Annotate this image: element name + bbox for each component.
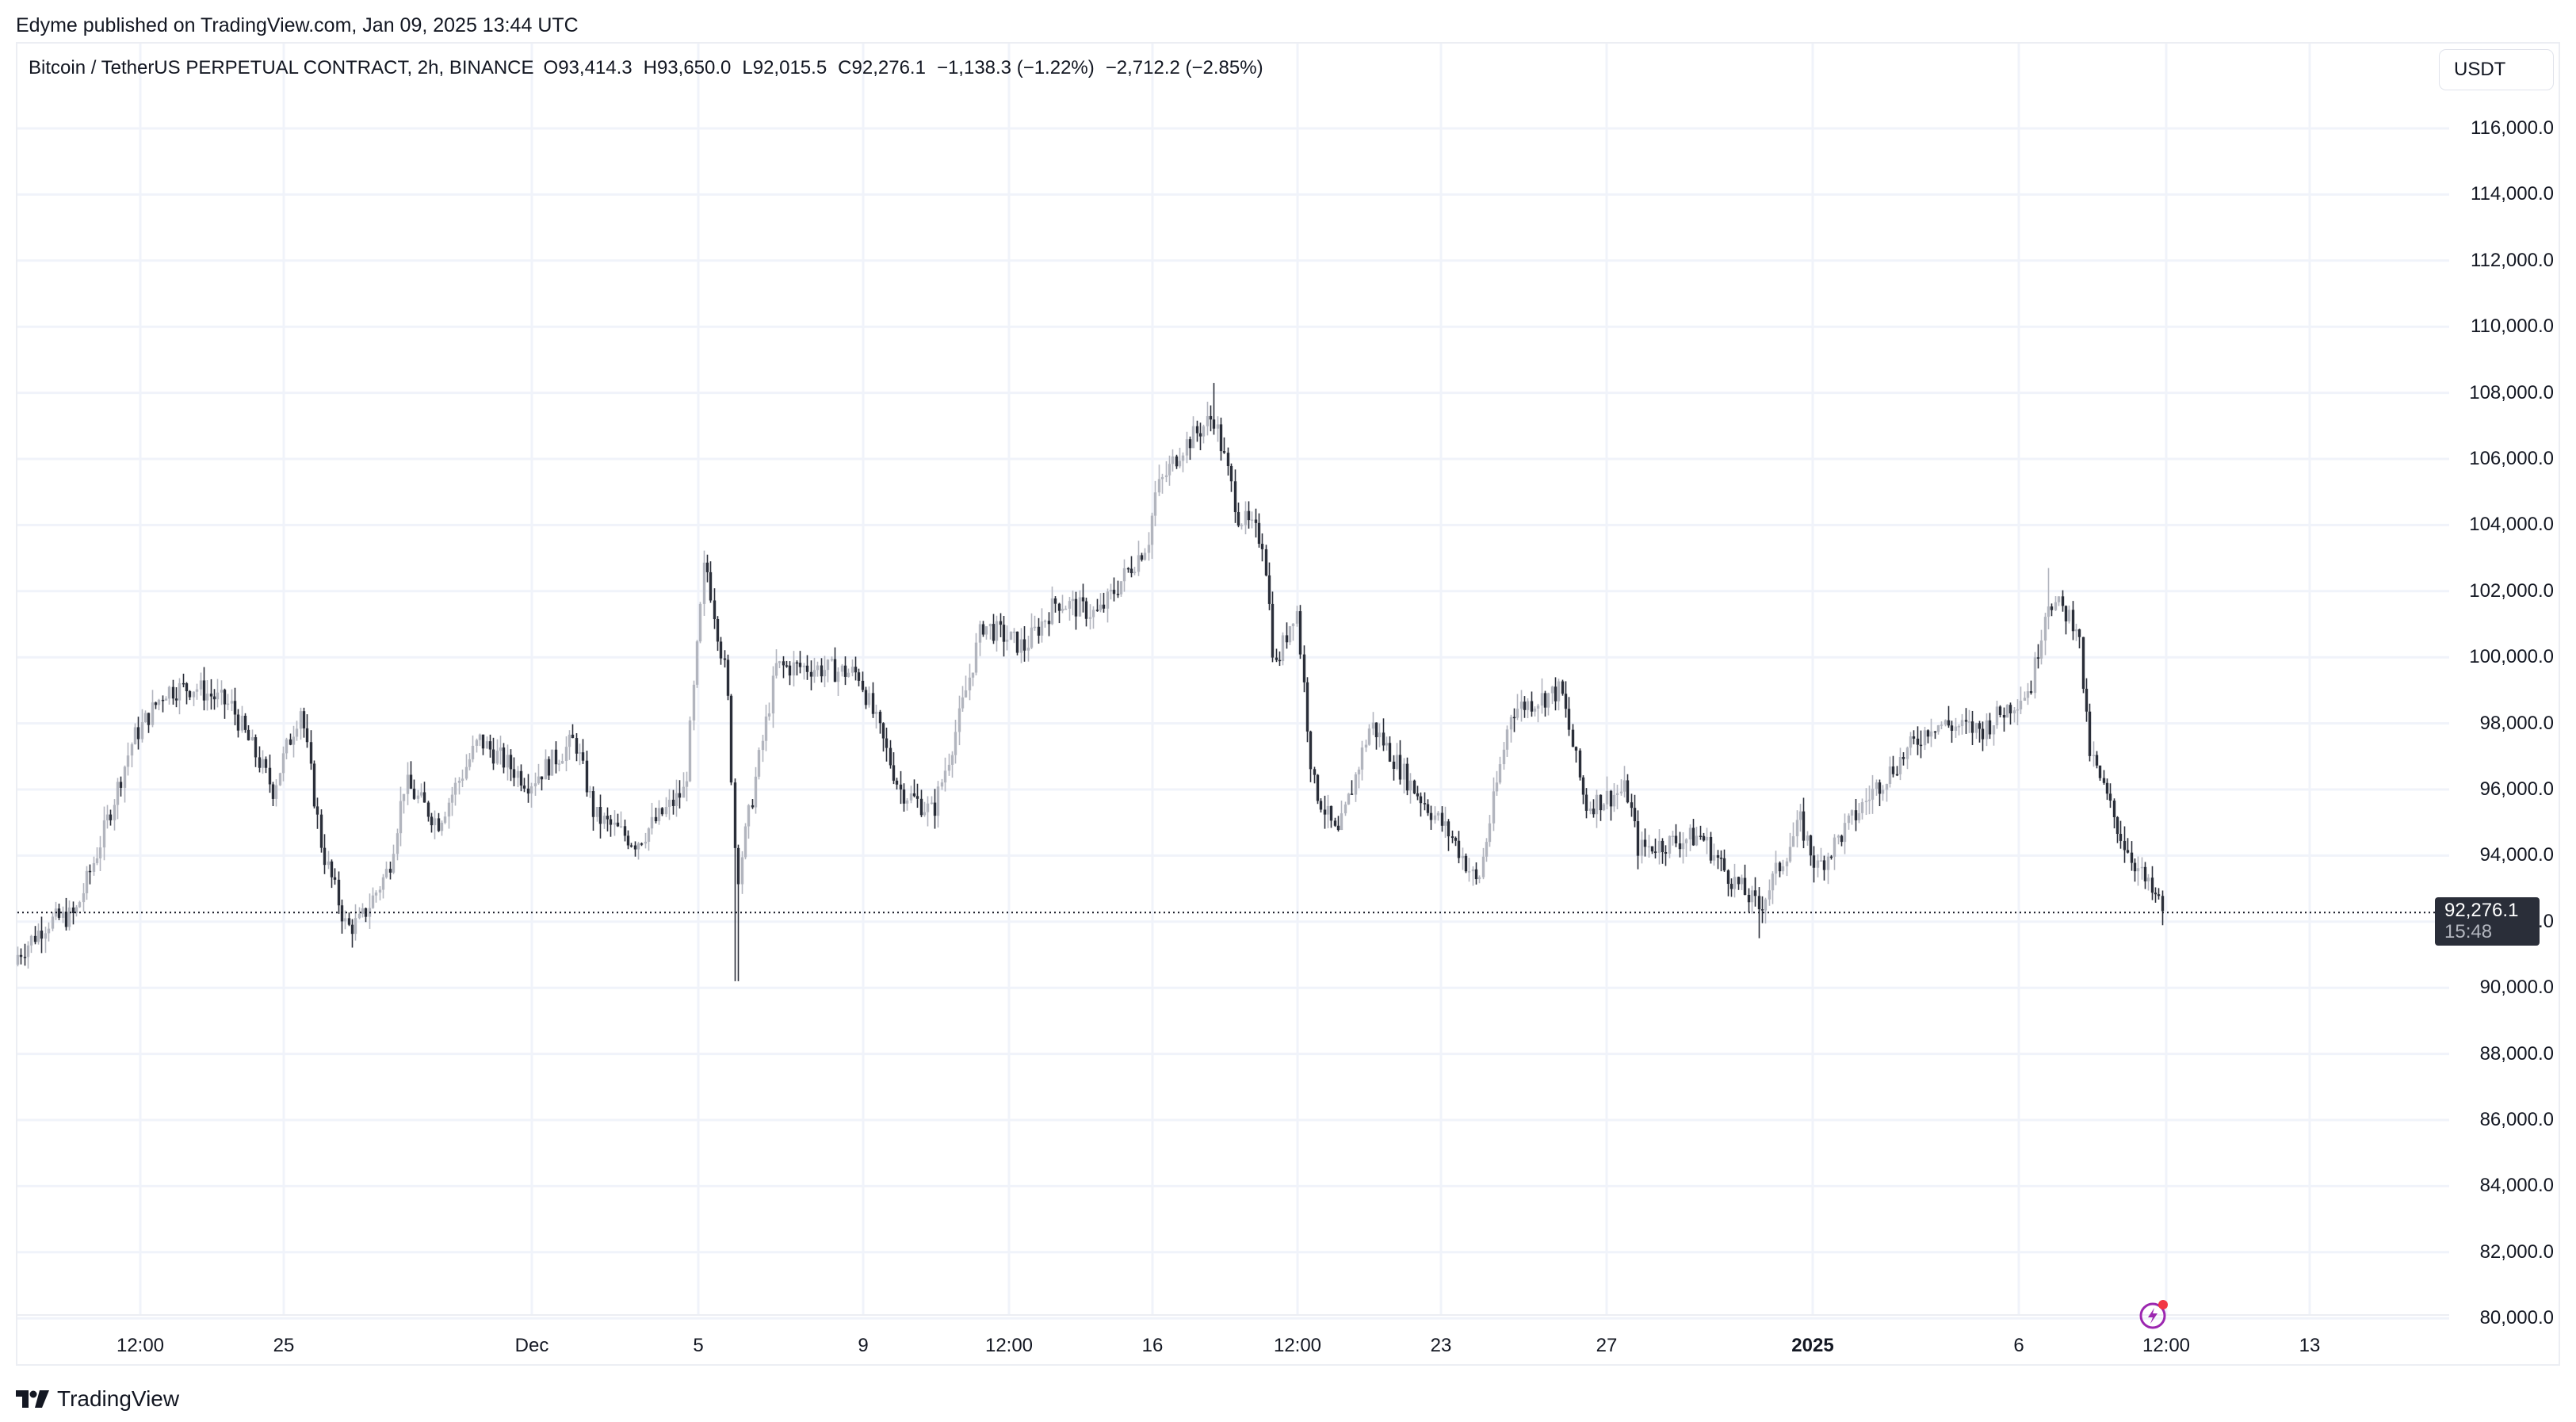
price-axis-label: 112,000.0 — [2471, 249, 2554, 271]
chart-frame[interactable] — [16, 42, 2560, 1366]
last-price-tag: 92,276.1 15:48 — [2435, 897, 2540, 946]
price-axis-label: 80,000.0 — [2479, 1307, 2554, 1329]
time-axis-label: 5 — [693, 1335, 704, 1356]
published-caption: Edyme published on TradingView.com, Jan … — [16, 14, 579, 36]
time-axis-label: 27 — [1596, 1335, 1618, 1356]
time-axis-label: 2025 — [1791, 1335, 1834, 1356]
currency-unit-button[interactable]: USDT — [2439, 49, 2554, 90]
economic-event-icon[interactable] — [2137, 1297, 2172, 1332]
time-axis-label: 12:00 — [116, 1335, 165, 1356]
ohlc-open: O93,414.3 — [543, 57, 633, 78]
time-axis-label: Dec — [514, 1335, 549, 1356]
time-axis-label: 16 — [1141, 1335, 1164, 1356]
last-price-value: 92,276.1 — [2444, 900, 2519, 921]
ohlc-close: C92,276.1 — [838, 57, 926, 78]
price-axis-label: 82,000.0 — [2479, 1240, 2554, 1263]
time-axis-label: 9 — [858, 1335, 869, 1356]
price-axis-label: 116,000.0 — [2471, 117, 2554, 139]
price-axis-label: 96,000.0 — [2479, 778, 2554, 800]
time-axis-label: 12:00 — [2142, 1335, 2191, 1356]
price-axis-label: 110,000.0 — [2471, 315, 2554, 338]
session-change: −2,712.2 (−2.85%) — [1105, 57, 1263, 78]
ohlc-low: L92,015.5 — [742, 57, 827, 78]
price-axis-label: 104,000.0 — [2469, 514, 2554, 536]
tradingview-logo[interactable]: TradingView — [16, 1386, 180, 1411]
bar-countdown: 15:48 — [2444, 921, 2493, 942]
time-axis-label: 25 — [273, 1335, 295, 1356]
price-axis-label: 90,000.0 — [2479, 977, 2554, 999]
time-axis-label: 13 — [2299, 1335, 2321, 1356]
price-axis-label: 84,000.0 — [2479, 1175, 2554, 1197]
time-axis-label: 12:00 — [984, 1335, 1034, 1356]
bar-change: −1,138.3 (−1.22%) — [936, 57, 1095, 78]
price-axis-label: 100,000.0 — [2469, 646, 2554, 668]
time-axis-label: 6 — [2013, 1335, 2024, 1356]
price-axis-label: 106,000.0 — [2469, 448, 2554, 469]
price-axis-label: 88,000.0 — [2479, 1042, 2554, 1065]
time-axis-label: 12:00 — [1273, 1335, 1322, 1356]
price-axis-label: 108,000.0 — [2469, 381, 2554, 403]
price-axis-label: 98,000.0 — [2479, 712, 2554, 734]
price-axis-label: 102,000.0 — [2469, 579, 2554, 602]
time-axis-label: 23 — [1430, 1335, 1452, 1356]
price-axis-label: 94,000.0 — [2479, 844, 2554, 866]
symbol-legend: Bitcoin / TetherUS PERPETUAL CONTRACT, 2… — [29, 57, 1275, 79]
price-axis-label: 114,000.0 — [2471, 183, 2554, 205]
tradingview-brand: TradingView — [57, 1386, 180, 1411]
price-axis-label: 86,000.0 — [2479, 1109, 2554, 1130]
candles — [16, 383, 2165, 981]
symbol-title[interactable]: Bitcoin / TetherUS PERPETUAL CONTRACT, 2… — [29, 57, 534, 78]
ohlc-high: H93,650.0 — [643, 57, 732, 78]
tradingview-mark-icon — [16, 1390, 49, 1408]
